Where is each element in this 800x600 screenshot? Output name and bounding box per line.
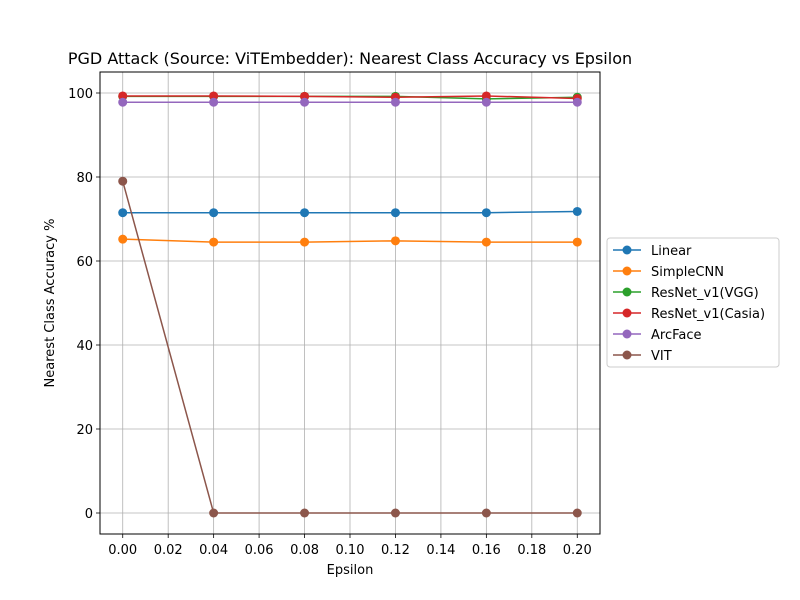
data-point: [300, 208, 310, 218]
data-point: [209, 91, 219, 101]
legend-label: ResNet_v1(Casia): [651, 307, 765, 322]
data-point: [390, 236, 400, 246]
data-point: [209, 208, 219, 218]
x-tick-label: 0.16: [472, 543, 501, 558]
x-axis-ticks: 0.00 0.02 0.04 0.06 0.08 0.10 0.12 0.14 0.16 0.18…: [108, 534, 592, 558]
series-line: [122, 238, 578, 243]
chart-title: PGD Attack (Source: ViTEmbedder): Neares…: [68, 49, 632, 68]
legend-item: ResNet_v1(Casia): [613, 307, 765, 322]
legend: Linear SimpleCNN ResNet_v1(VGG) ResNet_v1(C…: [606, 237, 780, 368]
legend-box: [606, 237, 780, 368]
data-point: [481, 208, 491, 218]
y-tick-label: 60: [76, 255, 93, 270]
data-point: [300, 508, 310, 518]
y-axis-label: Nearest Class Accuracy %: [43, 219, 58, 388]
data-point: [209, 237, 219, 247]
data-point: [390, 97, 400, 107]
data-point: [118, 208, 128, 218]
data-point: [572, 237, 582, 247]
legend-marker: [622, 245, 632, 255]
x-tick-label: 0.12: [381, 543, 410, 558]
x-tick-label: 0.14: [426, 543, 455, 558]
x-tick-label: 0.08: [290, 543, 319, 558]
data-point: [572, 206, 582, 216]
series-linear: [118, 206, 582, 218]
series-line: [122, 210, 578, 214]
legend-label: Linear: [651, 244, 692, 259]
data-point: [118, 176, 128, 186]
legend-item: ResNet_v1(VGG): [613, 286, 759, 301]
data-point: [118, 97, 128, 107]
data-point: [300, 97, 310, 107]
x-tick-label: 0.10: [336, 543, 365, 558]
x-tick-label: 0.04: [199, 543, 228, 558]
legend-label: SimpleCNN: [651, 265, 724, 280]
data-point: [390, 208, 400, 218]
y-tick-label: 100: [68, 87, 93, 102]
x-tick-label: 0.06: [245, 543, 274, 558]
x-tick-label: 0.18: [517, 543, 546, 558]
series-arcface: [118, 97, 582, 107]
series-layer: [118, 91, 582, 518]
data-point: [481, 91, 491, 101]
legend-label: VIT: [651, 349, 672, 364]
y-tick-label: 80: [76, 171, 93, 186]
x-tick-label: 0.20: [563, 543, 592, 558]
series-vit: [118, 176, 582, 518]
legend-marker: [622, 287, 632, 297]
series-line: [122, 95, 578, 100]
x-axis-label: Epsilon: [327, 563, 374, 578]
series-simplecnn: [118, 234, 582, 247]
y-tick-label: 0: [85, 507, 93, 522]
y-tick-label: 20: [76, 423, 93, 438]
data-point: [572, 97, 582, 107]
legend-item: Linear: [613, 244, 692, 259]
data-point: [481, 97, 491, 107]
data-point: [209, 97, 219, 107]
grid: [100, 72, 600, 534]
legend-label: ArcFace: [651, 328, 702, 343]
data-point: [390, 508, 400, 518]
legend-marker: [622, 266, 632, 276]
legend-item: SimpleCNN: [613, 265, 724, 280]
x-tick-label: 0.00: [108, 543, 137, 558]
legend-marker: [622, 329, 632, 339]
legend-item: VIT: [613, 349, 672, 364]
y-axis-ticks: 0 20 40 60 80 100: [68, 87, 100, 522]
data-point: [572, 508, 582, 518]
series-line: [122, 181, 578, 514]
x-tick-label: 0.02: [154, 543, 183, 558]
y-tick-label: 40: [76, 339, 93, 354]
data-point: [481, 508, 491, 518]
data-point: [118, 91, 128, 101]
legend-marker: [622, 308, 632, 318]
data-point: [209, 508, 219, 518]
data-point: [118, 234, 128, 244]
legend-item: ArcFace: [613, 328, 702, 343]
legend-marker: [622, 350, 632, 360]
data-point: [481, 237, 491, 247]
data-point: [300, 237, 310, 247]
legend-label: ResNet_v1(VGG): [651, 286, 759, 301]
